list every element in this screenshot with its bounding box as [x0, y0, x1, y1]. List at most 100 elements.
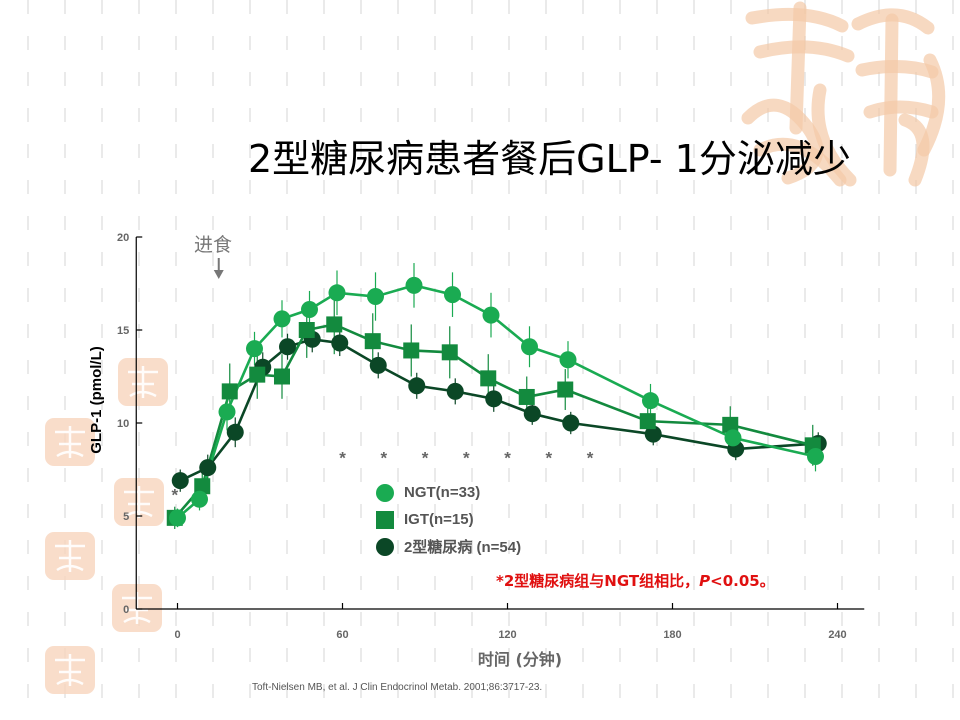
- legend-circle-icon: [376, 483, 394, 502]
- data-point-square: [722, 416, 739, 433]
- data-point-circle: [367, 288, 384, 306]
- data-point-circle: [724, 429, 742, 447]
- legend: NGT(n=33) IGT(n=15) 2型糖尿病 (n=54): [376, 479, 521, 560]
- data-point-circle: [521, 338, 538, 356]
- data-point-circle: [273, 310, 291, 328]
- seal-stamp-glyph: [55, 426, 85, 458]
- y-tick-label: 5: [123, 511, 129, 523]
- legend-item-igt: IGT(n=15): [376, 506, 521, 533]
- y-axis-label: GLP-1 (pmol/L): [88, 346, 105, 454]
- legend-item-t2dm: 2型糖尿病 (n=54): [376, 533, 521, 560]
- data-point-circle: [562, 414, 580, 432]
- calligraphy-decoration-stroke: [855, 59, 939, 79]
- x-tick-label: 240: [828, 629, 846, 641]
- seal-stamp-glyph: [128, 366, 158, 398]
- significance-note-p: P: [699, 572, 711, 590]
- seal-stamp-glyph: [124, 486, 154, 518]
- calligraphy-decoration-stroke: [741, 98, 824, 185]
- y-tick-label: 0: [123, 604, 129, 616]
- data-point-circle: [369, 356, 387, 374]
- slide-title: 2型糖尿病患者餐后GLP- 1分泌减少: [248, 137, 851, 181]
- significance-asterisk: *: [545, 449, 552, 468]
- data-point-circle: [482, 306, 500, 324]
- x-tick-label: 0: [174, 629, 180, 641]
- data-point-square: [480, 370, 497, 387]
- seal-stamp-glyph: [55, 654, 85, 686]
- data-point-square: [249, 366, 266, 383]
- significance-note-prefix: *2型糖尿病组与NGT组相比，: [496, 572, 700, 590]
- x-tick-label: 120: [498, 629, 516, 641]
- data-point-circle: [446, 382, 464, 400]
- significance-asterisk: *: [587, 449, 594, 468]
- x-axis-label: 时间 (分钟): [477, 650, 563, 669]
- legend-label-ngt: NGT(n=33): [404, 484, 481, 501]
- series-line-1: [173, 323, 814, 519]
- data-point-square: [557, 381, 574, 398]
- legend-item-ngt: NGT(n=33): [376, 479, 521, 506]
- calligraphy-decoration-stroke: [811, 83, 857, 187]
- y-tick-label: 20: [117, 232, 129, 244]
- significance-note-suffix: <0.05。: [710, 572, 775, 590]
- data-point-square: [221, 383, 238, 400]
- data-point-circle: [171, 472, 189, 490]
- data-point-circle: [485, 390, 503, 408]
- x-tick-label: 180: [663, 629, 681, 641]
- data-point-circle: [218, 403, 236, 421]
- significance-asterisk: *: [380, 449, 387, 468]
- data-point-circle: [331, 334, 349, 352]
- data-point-circle: [644, 425, 662, 443]
- legend-circle-icon: [376, 537, 394, 556]
- data-point-square: [518, 388, 535, 405]
- data-point-circle: [523, 405, 541, 423]
- calligraphy-decoration-stroke: [753, 40, 855, 63]
- seal-stamp-glyph: [55, 540, 85, 572]
- data-point-circle: [559, 351, 577, 369]
- significance-asterisk: *: [339, 449, 346, 468]
- data-point-circle: [226, 423, 244, 441]
- meal-arrow-head: [213, 270, 224, 279]
- significance-asterisk: *: [504, 449, 511, 468]
- data-point-circle: [246, 340, 263, 358]
- data-point-circle: [169, 509, 186, 527]
- calligraphy-decoration-stroke: [917, 53, 946, 157]
- data-point-square: [403, 342, 420, 359]
- data-point-square: [194, 478, 211, 495]
- legend-square-icon: [376, 510, 394, 529]
- seal-stamp-glyph: [122, 592, 152, 624]
- series-line-2: [179, 337, 819, 482]
- data-point-circle: [199, 459, 217, 477]
- citation: Toft-Nielsen MB, et al. J Clin Endocrino…: [252, 682, 543, 693]
- calligraphy-decoration-stroke: [883, 13, 899, 177]
- data-point-square: [364, 333, 381, 350]
- meal-marker-label: 进食: [194, 234, 233, 256]
- data-point-circle: [279, 338, 296, 356]
- data-point-circle: [301, 301, 318, 319]
- significance-note: *2型糖尿病组与NGT组相比，P<0.05。: [496, 570, 775, 591]
- y-tick-label: 15: [117, 325, 129, 337]
- calligraphy-decoration-stroke: [753, 137, 847, 187]
- data-point-circle: [444, 286, 461, 304]
- data-point-square: [639, 413, 656, 430]
- legend-label-igt: IGT(n=15): [404, 511, 474, 528]
- data-point-square: [326, 316, 343, 333]
- legend-label-t2dm: 2型糖尿病 (n=54): [404, 539, 522, 556]
- data-point-square: [298, 322, 315, 338]
- significance-asterisk: *: [422, 449, 429, 468]
- data-point-circle: [405, 276, 423, 294]
- significance-asterisk: *: [463, 449, 470, 468]
- significance-asterisk: *: [171, 486, 178, 505]
- y-tick-label: 10: [117, 418, 129, 430]
- data-point-circle: [408, 377, 426, 395]
- data-point-circle: [642, 392, 659, 410]
- series-line-0: [176, 284, 816, 519]
- x-tick-label: 60: [336, 629, 348, 641]
- data-point-square: [441, 344, 458, 361]
- data-point-circle: [328, 284, 346, 302]
- data-point-circle: [191, 490, 208, 508]
- data-point-circle: [807, 447, 824, 465]
- calligraphy-decoration-stroke: [863, 100, 939, 119]
- data-point-square: [274, 368, 290, 385]
